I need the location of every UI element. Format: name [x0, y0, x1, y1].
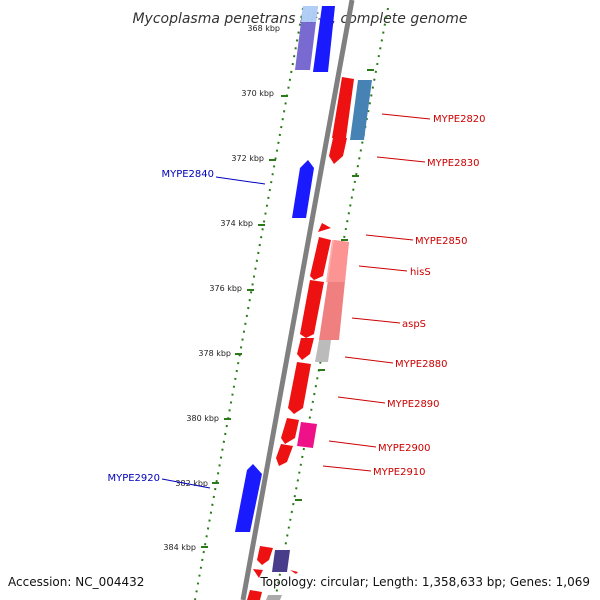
gene-label: aspS: [402, 319, 426, 330]
kbp-label: 372 kbp: [231, 154, 264, 163]
accession-text: Accession: NC_004432: [8, 575, 144, 589]
kbp-label: 378 kbp: [198, 349, 231, 358]
forward-strand-genes: [247, 77, 372, 600]
kbp-label: 368 kbp: [247, 24, 280, 33]
gene-leader-lines: [161, 113, 431, 489]
gene-arrow: [297, 338, 314, 360]
gene-label: MYPE2830: [427, 158, 480, 169]
gene-arrow: [297, 422, 317, 448]
leader-line: [328, 440, 377, 448]
gene-arrow: [292, 160, 314, 218]
gene-arrow: [272, 550, 290, 572]
gene-label: MYPE2920: [107, 473, 160, 484]
leader-line: [161, 478, 211, 489]
map-title: Mycoplasma penetrans HF-2, complete geno…: [132, 11, 467, 27]
gene-label: MYPE2840: [161, 169, 214, 180]
gene-arrow: [301, 6, 318, 22]
leader-line: [215, 176, 266, 185]
gene-arrow: [318, 223, 331, 232]
gene-label: MYPE2850: [415, 236, 468, 247]
gene-label: MYPE2890: [387, 399, 440, 410]
kbp-label: 384 kbp: [163, 543, 196, 552]
gene-arrow: [329, 138, 347, 164]
kbp-label: 376 kbp: [209, 284, 242, 293]
leader-line: [358, 265, 408, 272]
gene-arrow: [315, 340, 331, 362]
kbp-label: 374 kbp: [220, 219, 253, 228]
kbp-ticks: [201, 69, 374, 548]
gene-arrow: [276, 444, 293, 466]
gene-arrow: [257, 546, 273, 565]
genome-summary-text: Topology: circular; Length: 1,358,633 bp…: [259, 575, 590, 589]
gene-labels: MYPE2820 MYPE2830 MYPE2840 MYPE2850 hisS…: [107, 114, 485, 484]
gene-arrow: [290, 570, 298, 574]
gene-arrow: [288, 362, 311, 414]
leader-line: [351, 317, 401, 324]
gene-arrow: [310, 237, 331, 280]
gene-arrow: [313, 6, 335, 72]
leader-line: [344, 356, 394, 364]
kbp-label: 370 kbp: [241, 89, 274, 98]
gene-label: MYPE2900: [378, 443, 431, 454]
gene-arrow: [281, 418, 299, 444]
leader-line: [376, 156, 426, 163]
gene-arrow: [350, 80, 372, 140]
reverse-strand-genes: [235, 6, 335, 600]
leader-line: [322, 465, 372, 472]
gene-arrow: [266, 595, 282, 600]
gene-arrow: [253, 569, 263, 578]
leader-line: [337, 396, 386, 404]
kbp-label: 382 kbp: [175, 479, 208, 488]
gene-arrow: [300, 280, 324, 338]
gene-arrow: [247, 590, 262, 600]
gene-label: MYPE2820: [433, 114, 486, 125]
gene-label: MYPE2910: [373, 467, 426, 478]
genome-backbone: [240, 0, 355, 600]
gene-arrow: [326, 240, 349, 282]
leader-line: [381, 113, 431, 120]
gene-arrow: [235, 464, 262, 532]
kbp-label: 380 kbp: [186, 414, 219, 423]
kbp-labels: 368 kbp 370 kbp 372 kbp 374 kbp 376 kbp …: [163, 24, 280, 552]
leader-line: [365, 234, 414, 241]
gene-label: hisS: [410, 267, 431, 278]
gene-arrow: [332, 77, 354, 138]
gene-label: MYPE2880: [395, 359, 448, 370]
